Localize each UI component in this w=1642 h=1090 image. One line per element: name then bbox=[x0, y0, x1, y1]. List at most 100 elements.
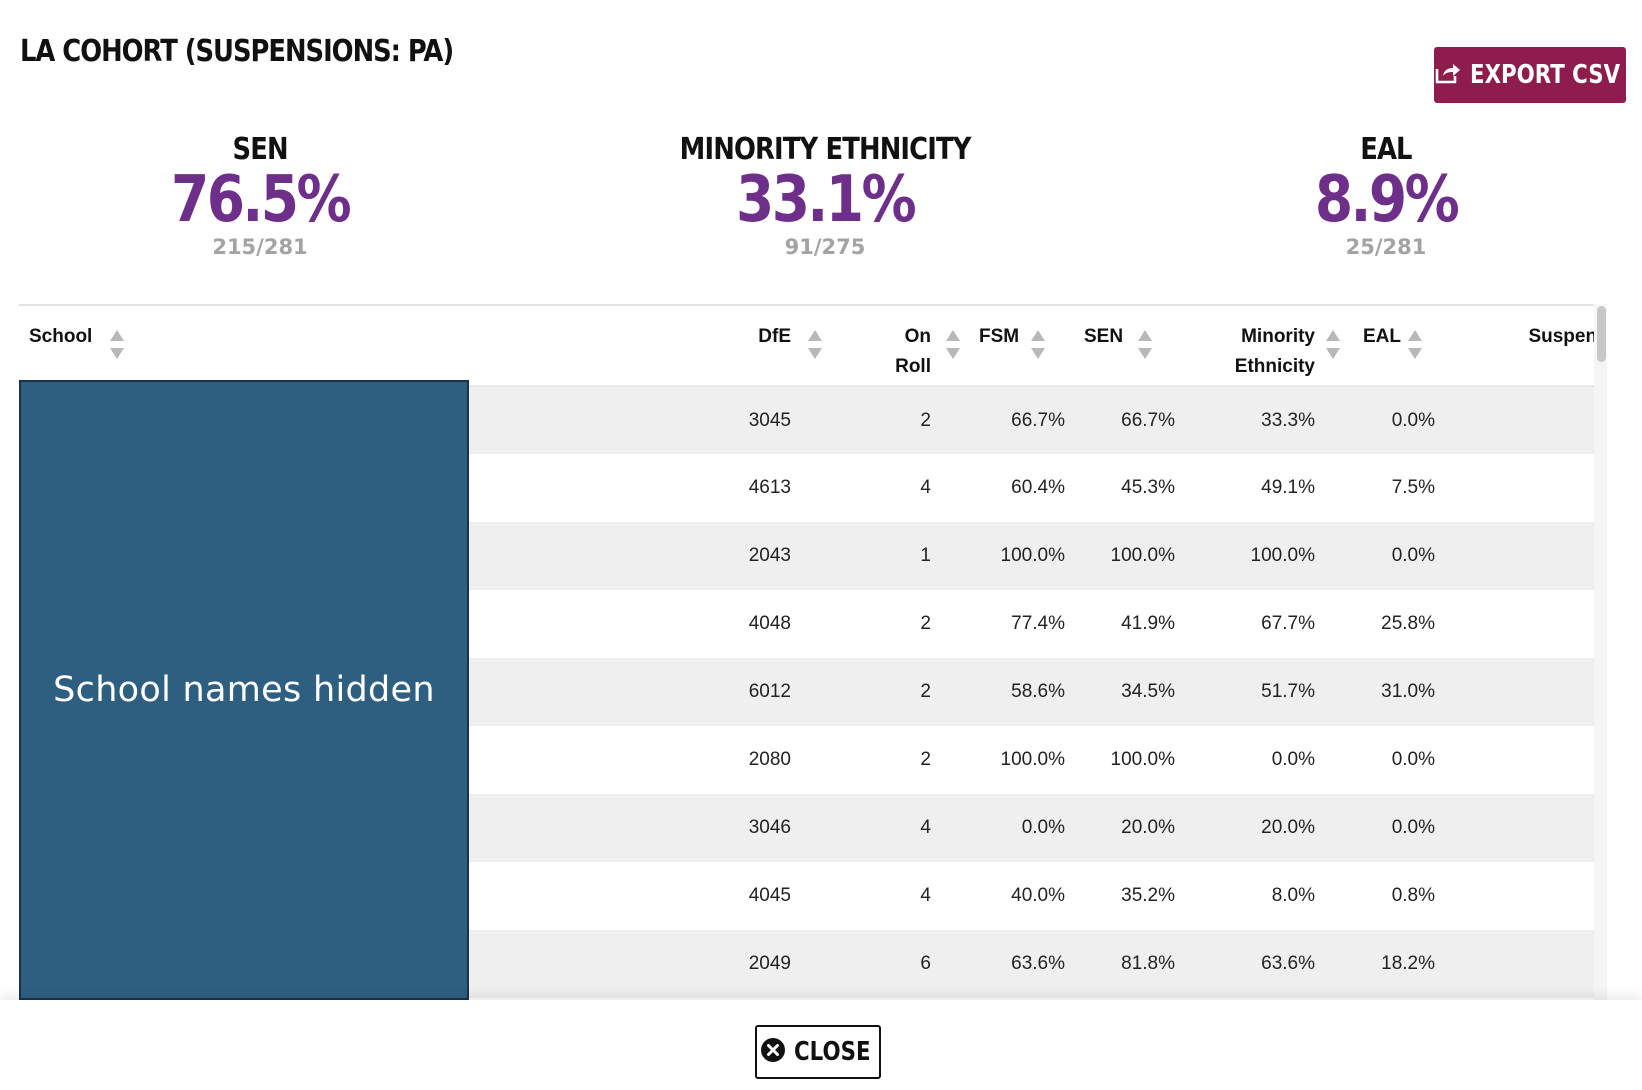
cell-suspensions-pa: 3.2 bbox=[1457, 386, 1607, 454]
stat-eal: EAL 8.9% 25/281 bbox=[1166, 132, 1606, 259]
header-label: On bbox=[904, 326, 931, 347]
cell-dfe: 2049 bbox=[719, 930, 835, 998]
cell-sen: 34.5% bbox=[1075, 658, 1185, 726]
close-label: CLOSE bbox=[794, 1037, 871, 1067]
cell-minority-ethnicity: 8.0% bbox=[1185, 862, 1347, 930]
stat-label: EAL bbox=[1360, 132, 1412, 167]
cell-minority-ethnicity: 51.7% bbox=[1185, 658, 1347, 726]
overlay-text: School names hidden bbox=[53, 670, 435, 710]
cell-sen: 41.9% bbox=[1075, 590, 1185, 658]
header-label: FSM bbox=[979, 326, 1020, 347]
header-label: SEN bbox=[1084, 326, 1124, 347]
column-header-minority-ethnicity[interactable]: Minority Ethnicity bbox=[1185, 306, 1347, 387]
sort-arrows-icon[interactable] bbox=[945, 328, 961, 364]
sort-arrows-icon[interactable] bbox=[1030, 328, 1046, 364]
stat-label: SEN bbox=[232, 132, 288, 167]
cell-dfe: 4045 bbox=[719, 862, 835, 930]
cell-dfe: 6012 bbox=[719, 658, 835, 726]
cell-dfe: 2043 bbox=[719, 522, 835, 590]
header-label: Minority bbox=[1241, 326, 1315, 347]
stat-sen: SEN 76.5% 215/281 bbox=[40, 132, 480, 259]
header-label: Roll bbox=[895, 356, 931, 377]
column-header-dfe[interactable]: DfE bbox=[719, 306, 835, 387]
stat-minority-ethnicity: MINORITY ETHNICITY 33.1% 91/275 bbox=[605, 132, 1045, 259]
cell-suspensions-pa: 0.7 bbox=[1457, 454, 1607, 522]
cell-minority-ethnicity: 49.1% bbox=[1185, 454, 1347, 522]
cell-on-roll: 4 bbox=[835, 794, 965, 862]
cell-sen: 35.2% bbox=[1075, 862, 1185, 930]
cell-fsm: 58.6% bbox=[965, 658, 1075, 726]
close-button[interactable]: CLOSE bbox=[755, 1025, 881, 1079]
cell-minority-ethnicity: 100.0% bbox=[1185, 522, 1347, 590]
cell-minority-ethnicity: 67.7% bbox=[1185, 590, 1347, 658]
stat-value: 33.1% bbox=[735, 163, 917, 237]
cell-fsm: 77.4% bbox=[965, 590, 1075, 658]
cell-eal: 18.2% bbox=[1347, 930, 1457, 998]
sort-arrows-icon[interactable] bbox=[1407, 328, 1423, 364]
cell-sen: 81.8% bbox=[1075, 930, 1185, 998]
header-label: Ethnicity bbox=[1234, 356, 1315, 377]
sort-arrows-icon[interactable] bbox=[1137, 328, 1153, 364]
cell-fsm: 100.0% bbox=[965, 726, 1075, 794]
cell-eal: 0.0% bbox=[1347, 794, 1457, 862]
cell-eal: 25.8% bbox=[1347, 590, 1457, 658]
cell-fsm: 60.4% bbox=[965, 454, 1075, 522]
cell-dfe: 4613 bbox=[719, 454, 835, 522]
stat-fraction: 25/281 bbox=[1345, 235, 1427, 259]
header-label: Suspensions: bbox=[1528, 326, 1607, 347]
cell-eal: 31.0% bbox=[1347, 658, 1457, 726]
cell-sen: 100.0% bbox=[1075, 726, 1185, 794]
stat-fraction: 215/281 bbox=[212, 235, 308, 259]
sort-arrows-icon[interactable] bbox=[807, 328, 823, 364]
column-header-fsm[interactable]: FSM bbox=[965, 306, 1075, 387]
cell-dfe: 3045 bbox=[719, 386, 835, 454]
column-header-eal[interactable]: EAL bbox=[1347, 306, 1457, 387]
stat-value: 76.5% bbox=[170, 163, 352, 237]
cell-minority-ethnicity: 0.0% bbox=[1185, 726, 1347, 794]
sort-arrows-icon[interactable] bbox=[109, 328, 125, 364]
cell-suspensions-pa: 0.1 bbox=[1457, 590, 1607, 658]
header-label: DfE bbox=[758, 326, 791, 347]
cell-suspensions-pa: 1.2 bbox=[1457, 794, 1607, 862]
table-scrollbar-thumb[interactable] bbox=[1597, 306, 1606, 362]
cell-eal: 7.5% bbox=[1347, 454, 1457, 522]
column-header-on-roll[interactable]: On Roll bbox=[835, 306, 965, 387]
cell-eal: 0.0% bbox=[1347, 386, 1457, 454]
page-title: LA COHORT (SUSPENSIONS: PA) bbox=[20, 34, 454, 69]
close-circle-icon bbox=[760, 1037, 786, 1068]
cell-fsm: 66.7% bbox=[965, 386, 1075, 454]
cell-sen: 45.3% bbox=[1075, 454, 1185, 522]
cell-on-roll: 2 bbox=[835, 726, 965, 794]
cell-on-roll: 4 bbox=[835, 454, 965, 522]
stat-value: 8.9% bbox=[1314, 163, 1460, 237]
cell-on-roll: 2 bbox=[835, 590, 965, 658]
column-header-school[interactable]: School bbox=[19, 306, 719, 387]
cell-sen: 66.7% bbox=[1075, 386, 1185, 454]
stat-label: MINORITY ETHNICITY bbox=[679, 132, 972, 167]
cell-fsm: 0.0% bbox=[965, 794, 1075, 862]
cell-suspensions-pa: 0.2 bbox=[1457, 522, 1607, 590]
column-header-sen[interactable]: SEN bbox=[1075, 306, 1185, 387]
cell-suspensions-pa: 2.5 bbox=[1457, 726, 1607, 794]
cell-suspensions-pa: 1.9 bbox=[1457, 930, 1607, 998]
cell-sen: 20.0% bbox=[1075, 794, 1185, 862]
cell-on-roll: 4 bbox=[835, 862, 965, 930]
header-label: School bbox=[29, 326, 93, 347]
cell-on-roll: 6 bbox=[835, 930, 965, 998]
export-csv-button[interactable]: EXPORT CSV bbox=[1434, 47, 1626, 103]
export-csv-label: EXPORT CSV bbox=[1469, 60, 1620, 90]
cell-fsm: 63.6% bbox=[965, 930, 1075, 998]
cell-suspensions-pa: 0.4 bbox=[1457, 862, 1607, 930]
share-export-icon bbox=[1434, 61, 1462, 90]
table-scrollbar-track[interactable] bbox=[1594, 304, 1607, 1004]
cell-fsm: 40.0% bbox=[965, 862, 1075, 930]
column-header-suspensions-pa[interactable]: Suspensions: pa bbox=[1457, 306, 1607, 387]
cell-eal: 0.0% bbox=[1347, 726, 1457, 794]
header-label: EAL bbox=[1363, 326, 1401, 347]
sort-arrows-icon[interactable] bbox=[1325, 328, 1341, 364]
cell-dfe: 4048 bbox=[719, 590, 835, 658]
cell-minority-ethnicity: 20.0% bbox=[1185, 794, 1347, 862]
cell-dfe: 2080 bbox=[719, 726, 835, 794]
cell-dfe: 3046 bbox=[719, 794, 835, 862]
cell-minority-ethnicity: 63.6% bbox=[1185, 930, 1347, 998]
